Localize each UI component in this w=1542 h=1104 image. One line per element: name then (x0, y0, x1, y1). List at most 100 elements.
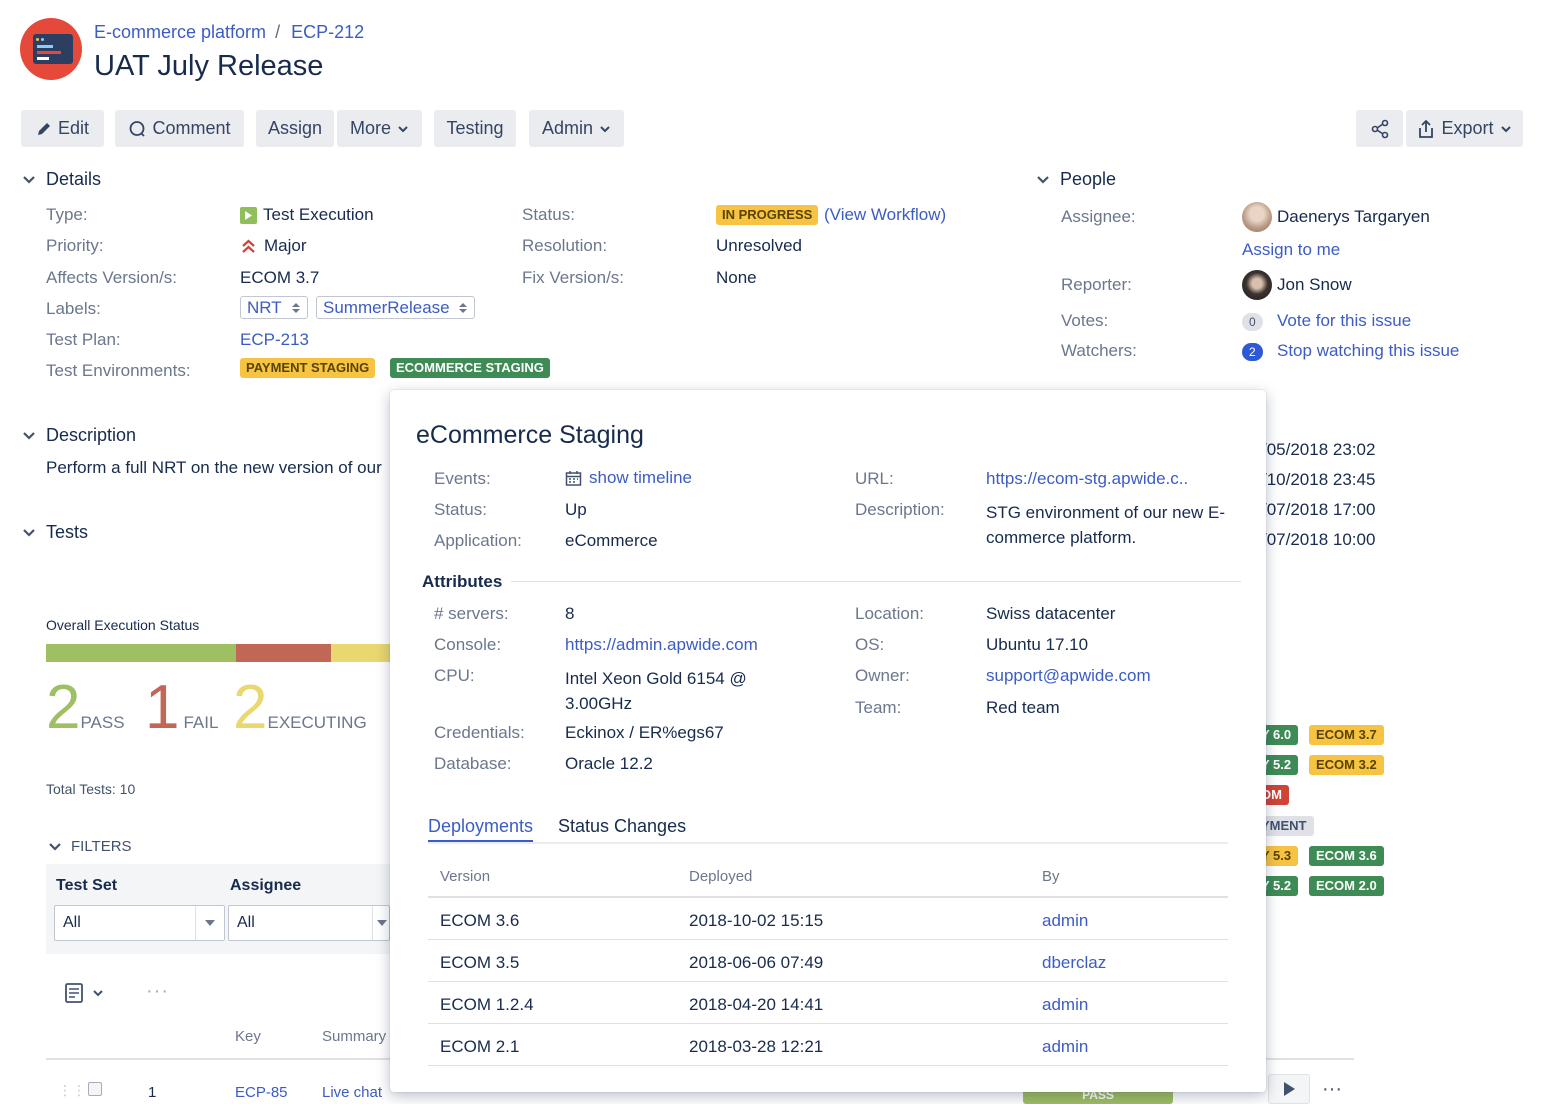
tests-section-toggle[interactable]: Tests (22, 522, 88, 543)
caret-down-icon (377, 920, 387, 926)
show-timeline-link[interactable]: show timeline (565, 468, 692, 488)
assignee-select[interactable]: All (228, 905, 390, 941)
votes-label: Votes: (1061, 311, 1109, 330)
description-title: Description (46, 425, 137, 445)
deploy-by-link[interactable]: dberclaz (1042, 953, 1107, 972)
assign-to-me-link[interactable]: Assign to me (1242, 240, 1341, 259)
row-more-icon[interactable]: ··· (1322, 1078, 1342, 1100)
watch-link[interactable]: Stop watching this issue (1277, 341, 1460, 360)
breadcrumb-project[interactable]: E-commerce platform (94, 22, 267, 42)
sort-icon (292, 302, 300, 313)
fix-label: Fix Version/s: (522, 268, 625, 287)
row-checkbox[interactable] (88, 1082, 102, 1096)
calendar-icon (565, 470, 582, 486)
export-button[interactable]: Export (1406, 110, 1523, 147)
env-payment-staging[interactable]: PAYMENT STAGING (240, 358, 376, 378)
breadcrumb-issue-key[interactable]: ECP-212 (291, 22, 365, 42)
version-badge[interactable]: ECOM 3.7 (1309, 725, 1384, 745)
tab-status-changes[interactable]: Status Changes (558, 816, 687, 836)
play-icon (1284, 1082, 1295, 1096)
chevron-down-icon (49, 842, 61, 851)
breadcrumb: E-commerce platform / ECP-212 (94, 22, 365, 42)
owner-label: Owner: (855, 666, 910, 685)
testset-select[interactable]: All (54, 905, 225, 941)
drag-handle-icon[interactable]: ⋮⋮ (58, 1082, 86, 1098)
testplan-label: Test Plan: (46, 330, 121, 349)
attributes-title: Attributes (422, 572, 503, 591)
date-end: /07/2018 10:00 (1262, 530, 1376, 549)
credentials-label: Credentials: (434, 723, 525, 742)
filters-toggle[interactable]: FILTERS (48, 838, 132, 855)
resolution-value: Unresolved (716, 236, 802, 255)
pencil-icon (37, 122, 50, 135)
pass-stat: 2 PASS (46, 673, 125, 742)
affects-value[interactable]: ECOM 3.7 (240, 268, 320, 287)
testplan-link[interactable]: ECP-213 (240, 330, 309, 349)
label-tag-nrt[interactable]: NRT (240, 296, 308, 319)
assign-button[interactable]: Assign (256, 110, 334, 147)
location-label: Location: (855, 604, 924, 623)
version-badge[interactable]: YMENT (1254, 816, 1314, 836)
servers-value: 8 (565, 604, 575, 623)
owner-link[interactable]: support@apwide.com (986, 666, 1151, 685)
deploy-version: ECOM 1.2.4 (440, 995, 534, 1014)
deploy-date: 2018-10-02 15:15 (689, 911, 824, 930)
console-link[interactable]: https://admin.apwide.com (565, 635, 758, 654)
description-section-toggle[interactable]: Description (22, 425, 136, 446)
details-section-toggle[interactable]: Details (22, 169, 101, 190)
col-key[interactable]: Key (235, 1028, 261, 1045)
deploy-header-divider (428, 896, 1228, 898)
deploy-date: 2018-03-28 12:21 (689, 1037, 824, 1056)
col-summary[interactable]: Summary (322, 1028, 387, 1045)
testing-button[interactable]: Testing (434, 110, 516, 147)
overall-status-label: Overall Execution Status (46, 617, 200, 633)
row-summary-link[interactable]: Live chat (322, 1084, 383, 1101)
total-tests: Total Tests: 10 (46, 781, 136, 797)
version-badge[interactable]: ECOM 3.2 (1309, 755, 1384, 775)
env-description-label: Description: (855, 500, 945, 519)
more-actions-icon[interactable]: ··· (146, 980, 169, 1002)
version-badge[interactable]: ECOM 3.6 (1309, 846, 1384, 866)
attributes-divider (511, 581, 1241, 582)
comment-icon (130, 120, 146, 137)
location-value: Swiss datacenter (986, 604, 1116, 623)
edit-button[interactable]: Edit (21, 110, 104, 147)
version-badge[interactable]: ECOM 2.0 (1309, 876, 1384, 896)
columns-menu-button[interactable] (64, 982, 104, 1004)
deploy-by-link[interactable]: admin (1042, 1037, 1089, 1056)
deploy-version: ECOM 2.1 (440, 1037, 520, 1056)
comment-button[interactable]: Comment (115, 110, 244, 147)
tab-deployments[interactable]: Deployments (428, 816, 534, 836)
deploy-by-link[interactable]: admin (1042, 995, 1089, 1014)
assignee-value[interactable]: Daenerys Targaryen (1277, 207, 1430, 226)
url-link[interactable]: https://ecom-stg.apwide.c.. (986, 469, 1189, 488)
team-label: Team: (855, 698, 902, 717)
deploy-by-link[interactable]: admin (1042, 911, 1089, 930)
affects-label: Affects Version/s: (46, 268, 178, 287)
sort-icon (459, 302, 467, 313)
project-avatar[interactable] (20, 18, 82, 80)
label-tag-summerrelease[interactable]: SummerRelease (316, 296, 475, 319)
people-title: People (1060, 169, 1117, 189)
resolution-label: Resolution: (522, 236, 608, 255)
reporter-value[interactable]: Jon Snow (1277, 275, 1352, 294)
chevron-down-icon (398, 125, 408, 132)
chevron-down-icon (23, 175, 35, 184)
page-title: UAT July Release (94, 50, 324, 82)
env-ecommerce-staging[interactable]: ECOMMERCE STAGING (390, 358, 550, 378)
more-button[interactable]: More (337, 110, 422, 147)
bar-pass (46, 644, 236, 662)
vote-link[interactable]: Vote for this issue (1277, 311, 1412, 330)
testenv-label: Test Environments: (46, 361, 191, 380)
people-section-toggle[interactable]: People (1036, 169, 1116, 190)
view-workflow-link[interactable]: (View Workflow) (824, 205, 947, 224)
admin-button[interactable]: Admin (529, 110, 624, 147)
col-by: By (1042, 868, 1060, 885)
row-run-button[interactable] (1268, 1074, 1310, 1104)
tests-title: Tests (46, 522, 89, 542)
labels-label: Labels: (46, 299, 101, 318)
share-button[interactable] (1356, 110, 1403, 147)
caret-down-icon (205, 920, 215, 926)
row-key-link[interactable]: ECP-85 (235, 1084, 288, 1101)
environment-popup: eCommerce Staging Events: show timeline … (390, 390, 1266, 1092)
